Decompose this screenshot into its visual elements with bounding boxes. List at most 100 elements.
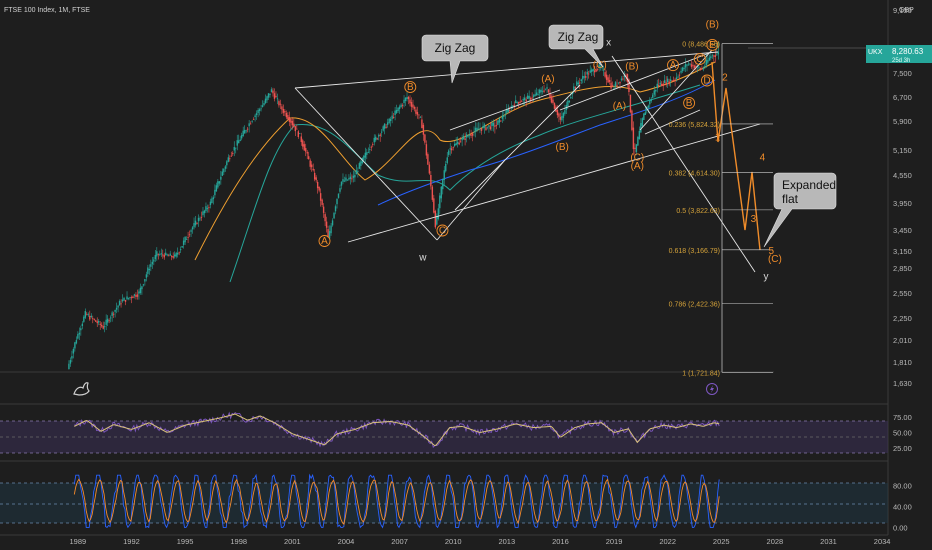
price-tick-label: 5,150 <box>893 146 912 155</box>
candle-body <box>714 55 717 58</box>
price-tag-symbol: UKX <box>868 49 883 56</box>
candle-body <box>364 152 367 158</box>
candle-body <box>526 95 529 99</box>
fib-retracement[interactable]: 0 (8,486.56) 0.236 (5,824.32) 0.382 (4,614… <box>669 42 773 378</box>
candle-body <box>395 110 398 113</box>
price-tick-label: 5,900 <box>893 117 912 126</box>
candle-body <box>495 125 498 126</box>
candle-body <box>379 134 381 136</box>
fib-level-label: 0.5 (3,822.63) <box>676 208 720 215</box>
candle-body <box>386 122 389 125</box>
candle-body <box>494 125 496 127</box>
candle-body <box>534 94 536 97</box>
candle-body <box>235 147 237 149</box>
time-axis[interactable]: 1989 1992 1995 1998 2001 2004 2007 2010 2013 2016… <box>70 537 891 546</box>
candle-body <box>716 54 718 56</box>
last-price-tag: UKX 8,280.63 25d 3h <box>866 45 932 64</box>
time-tick-label: 2019 <box>606 537 623 546</box>
candle-body <box>515 100 517 103</box>
callout-zigzag-right: Zig Zag <box>548 24 604 68</box>
candle-body <box>693 65 696 69</box>
lightning-icon[interactable] <box>706 383 718 395</box>
candle-body <box>139 287 142 293</box>
candle-body <box>81 323 84 327</box>
candle-body <box>605 74 608 80</box>
wave-label: A <box>321 236 328 247</box>
tradingview-logo-icon[interactable] <box>73 382 90 396</box>
candle-body <box>675 77 678 79</box>
candle-body <box>591 69 593 72</box>
candle-body <box>334 206 337 212</box>
candle-body <box>500 120 502 122</box>
candle-body <box>80 328 82 331</box>
candle-body <box>249 123 252 125</box>
candle-body <box>278 101 280 106</box>
candle-body <box>412 104 414 108</box>
candle-body <box>410 102 413 107</box>
candle-body <box>561 116 563 121</box>
candle-body <box>290 119 292 123</box>
wave-label: D <box>703 76 710 87</box>
wave-labels: ABC(A)(B)(C)(A)(B)(C)(A)ABCDE(B)12345(C)… <box>318 20 782 283</box>
fib-level-label: 1 (1,721.84) <box>682 370 720 377</box>
price-tick-label: 2,010 <box>893 336 912 345</box>
candle-body <box>357 171 359 172</box>
candle-body <box>672 80 675 81</box>
wave-label: (C) <box>630 152 644 163</box>
candle-body <box>428 164 431 174</box>
candle-body <box>197 217 200 222</box>
pane-frames <box>0 0 889 536</box>
candle-body <box>294 126 297 132</box>
wave-label: 3 <box>751 214 757 225</box>
candle-body <box>455 142 457 145</box>
candle-body <box>625 75 627 77</box>
candle-body <box>312 168 314 171</box>
candle-body <box>611 85 614 87</box>
wave-label: w <box>418 253 427 264</box>
candle-body <box>671 80 673 82</box>
candle-body <box>406 96 408 99</box>
candle-body <box>477 128 480 130</box>
candle-body <box>668 81 670 85</box>
candle-body <box>251 120 253 122</box>
candle-body <box>181 246 183 248</box>
candle-body <box>677 76 679 78</box>
wave-label: A <box>670 60 677 71</box>
wave-label: (A) <box>631 161 644 172</box>
candle-body <box>531 97 533 99</box>
candle-body <box>99 323 101 325</box>
candle-body <box>200 217 203 218</box>
candle-body <box>385 126 387 128</box>
candle-body <box>245 130 247 132</box>
price-tick-label: 2,550 <box>893 289 912 298</box>
candle-body <box>564 110 566 114</box>
candle-body <box>299 133 301 135</box>
wave-label: (C) <box>593 60 607 71</box>
time-tick-label: 1998 <box>230 537 247 546</box>
candle-body <box>595 69 597 72</box>
candle-body <box>132 296 134 299</box>
candle-body <box>448 150 450 155</box>
candle-body <box>553 103 556 109</box>
price-tick-label: 1,810 <box>893 358 912 367</box>
candle-body <box>528 95 530 99</box>
wave-label: x <box>606 37 611 48</box>
candle-body <box>523 97 526 100</box>
callout-expanded-flat: Expanded flat <box>763 172 837 248</box>
candle-body <box>138 291 140 294</box>
price-tick-label: 4,550 <box>893 171 912 180</box>
candle-body <box>506 109 508 114</box>
candle-body <box>171 255 173 257</box>
price-axis[interactable]: 9,150 7,500 6,700 5,900 5,150 4,550 3,950 3,450… <box>893 6 912 388</box>
candle-body <box>407 97 410 100</box>
candle-body <box>218 181 221 184</box>
price-tick-label: 6,700 <box>893 93 912 102</box>
candle-body <box>75 340 78 344</box>
candle-body <box>425 144 428 156</box>
price-tick-label: 3,150 <box>893 247 912 256</box>
candle-body <box>83 316 85 322</box>
candle-body <box>176 252 179 255</box>
candle-body <box>215 185 218 192</box>
candle-body <box>101 324 103 327</box>
